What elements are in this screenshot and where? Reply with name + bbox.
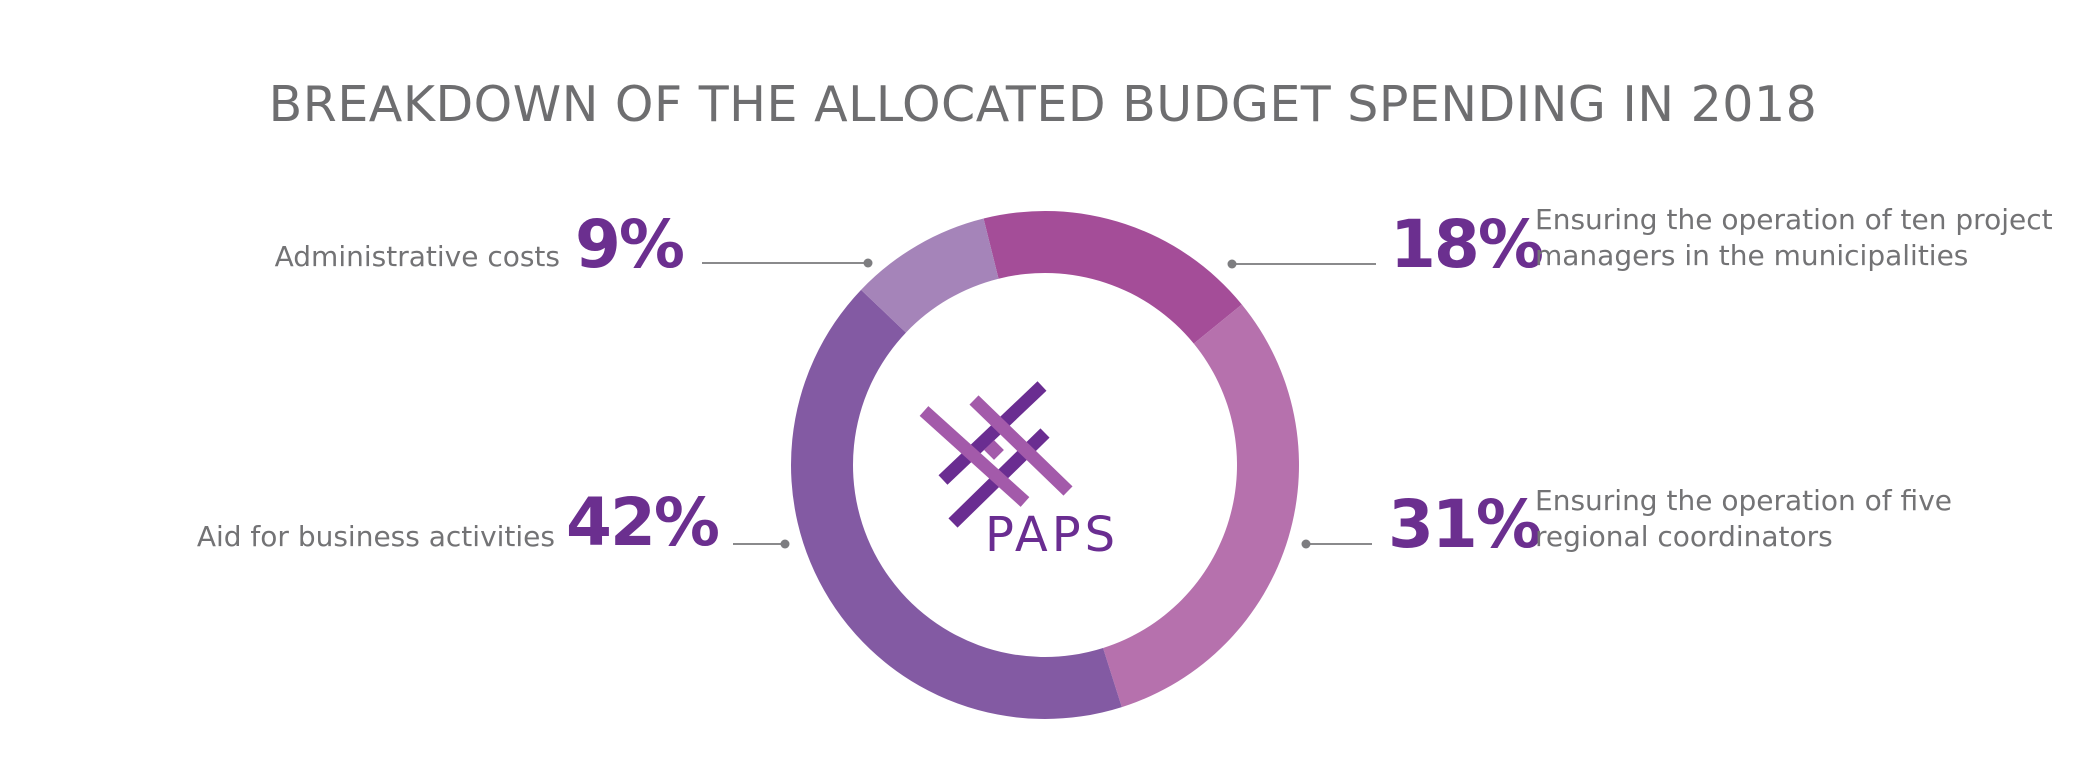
donut-slice-1 xyxy=(983,211,1242,344)
slice-percent-label: 42% xyxy=(566,484,719,561)
slice-percent-label: 18% xyxy=(1390,206,1543,283)
paps-logo-icon xyxy=(919,381,1073,528)
leader-dot xyxy=(780,539,790,549)
slice-percent-label: 31% xyxy=(1388,486,1541,563)
donut-slices xyxy=(791,211,1299,719)
slice-category-label: Aid for business activities xyxy=(197,520,555,553)
leader-dot xyxy=(863,258,873,268)
annotation-4: 9% Administrative costs xyxy=(275,206,873,283)
slice-percent-label: 9% xyxy=(575,206,684,283)
annotation-1: 18%Ensuring the operation of ten project… xyxy=(1227,203,2053,283)
chart-title: BREAKDOWN OF THE ALLOCATED BUDGET SPENDI… xyxy=(269,76,1818,133)
donut-slice-2 xyxy=(1103,304,1299,708)
annotation-3: 42% Aid for business activities xyxy=(197,484,790,561)
donut-slice-4 xyxy=(861,218,999,333)
slice-category-label: Ensuring the operation of five regional c… xyxy=(1535,484,1952,553)
slice-category-label: Ensuring the operation of ten project man… xyxy=(1535,203,2053,272)
leader-dot xyxy=(1227,259,1237,269)
donut-slice-3 xyxy=(791,289,1122,719)
leader-dot xyxy=(1301,539,1311,549)
paps-logo: PAPS xyxy=(919,381,1119,563)
annotation-2: 31%Ensuring the operation of five regiona… xyxy=(1301,484,1952,563)
paps-logo-text: PAPS xyxy=(985,507,1119,563)
slice-category-label: Administrative costs xyxy=(275,240,560,273)
slice-annotations: 18%Ensuring the operation of ten project… xyxy=(197,203,2053,563)
